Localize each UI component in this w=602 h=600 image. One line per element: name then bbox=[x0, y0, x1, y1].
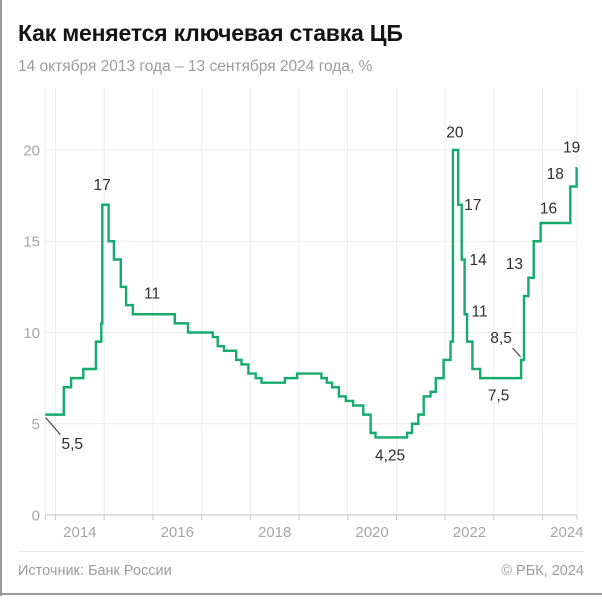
window-border-left bbox=[0, 0, 2, 596]
annotation-leader-line bbox=[45, 417, 61, 436]
annotation-leader-line bbox=[512, 347, 522, 358]
annotation-11: 11 bbox=[144, 286, 160, 303]
x-axis-label: 2022 bbox=[453, 524, 486, 541]
x-axis-label: 2014 bbox=[63, 524, 96, 541]
copyright-label: © РБК, 2024 bbox=[501, 563, 584, 579]
x-axis-label: 2016 bbox=[161, 524, 194, 541]
y-axis-label: 0 bbox=[32, 507, 40, 524]
annotation-7_5: 7,5 bbox=[488, 387, 510, 404]
y-axis-label: 20 bbox=[23, 142, 40, 159]
x-axis-label: 2018 bbox=[258, 524, 291, 541]
x-axis-label: 2020 bbox=[355, 524, 388, 541]
page-subtitle: 14 октября 2013 года – 13 сентября 2024 … bbox=[18, 58, 373, 75]
key-rate-line bbox=[45, 148, 578, 439]
annotation-17: 17 bbox=[94, 177, 111, 194]
annotation-8_5: 8,5 bbox=[490, 330, 512, 347]
window-border-bottom bbox=[0, 593, 602, 595]
footer-divider bbox=[18, 551, 584, 552]
annotation-4_25: 4,25 bbox=[375, 448, 405, 465]
annotation-13: 13 bbox=[506, 256, 523, 273]
page-title: Как меняется ключевая ставка ЦБ bbox=[18, 20, 403, 46]
annotation-11: 11 bbox=[472, 304, 488, 321]
annotation-5_5: 5,5 bbox=[61, 436, 83, 453]
annotation-14: 14 bbox=[469, 252, 487, 269]
y-axis-label: 15 bbox=[23, 234, 40, 251]
x-axis-label: 2024 bbox=[550, 524, 583, 541]
source-label: Источник: Банк России bbox=[18, 563, 172, 579]
annotation-17: 17 bbox=[464, 197, 481, 214]
y-axis-label: 5 bbox=[32, 416, 40, 433]
y-axis-label: 10 bbox=[23, 325, 40, 342]
annotation-18: 18 bbox=[547, 166, 564, 183]
annotation-16: 16 bbox=[540, 200, 557, 217]
annotation-19: 19 bbox=[563, 140, 580, 157]
annotation-20: 20 bbox=[446, 124, 464, 141]
